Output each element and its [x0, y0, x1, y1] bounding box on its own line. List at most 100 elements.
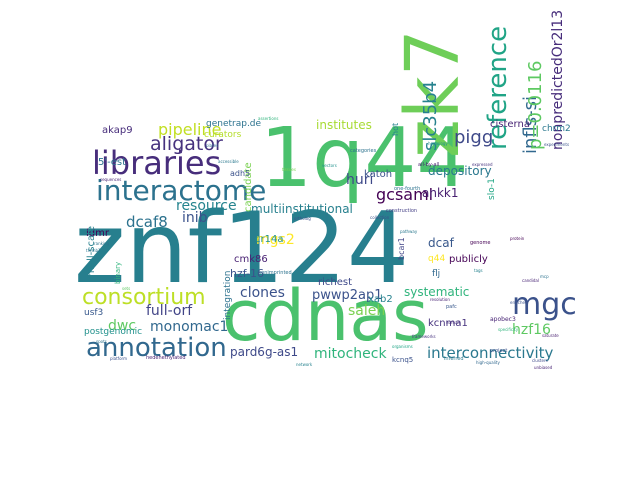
- cloud-word: cdnas: [222, 275, 429, 357]
- cloud-word: mcp: [540, 274, 549, 279]
- cloud-word: mgc: [512, 287, 577, 322]
- cloud-word: project: [490, 348, 507, 354]
- cloud-word: publicly: [449, 254, 488, 265]
- cloud-word: enriched: [510, 300, 528, 305]
- cloud-word: human: [446, 320, 460, 325]
- cloud-word: systematic: [404, 285, 469, 299]
- cloud-word: multiinstitutional: [251, 202, 353, 216]
- cloud-word: zk7: [390, 29, 476, 158]
- cloud-word: dcaf: [428, 236, 455, 250]
- cloud-word: 1q44: [260, 111, 469, 206]
- cloud-word: nonimprinted: [258, 270, 292, 276]
- cloud-word: unbiased: [534, 365, 553, 370]
- cloud-word: inib: [182, 210, 208, 226]
- cloud-word: sets: [122, 286, 130, 291]
- cloud-word: dwc: [108, 318, 136, 334]
- cloud-word: gcsaml: [376, 185, 433, 204]
- cloud-word: consortium: [82, 285, 206, 310]
- cloud-word: richest: [318, 277, 352, 288]
- cloud-word: katoh: [364, 169, 392, 180]
- cloud-word: hzf16: [512, 322, 551, 338]
- cloud-word: chrm2: [542, 124, 571, 134]
- cloud-word: mitocheck: [314, 346, 387, 362]
- cloud-word: usf3: [84, 308, 103, 318]
- cloud-word: ranking: [94, 241, 110, 246]
- cloud-word: saleh: [348, 303, 385, 319]
- cloud-word: bcar1: [397, 237, 406, 260]
- cloud-word: institutes: [316, 118, 372, 132]
- cloud-word: akap9: [102, 125, 133, 136]
- cloud-word: interconnectivity: [427, 344, 554, 362]
- cloud-word: apobec3: [490, 316, 516, 323]
- cloud-word: one-fourth: [394, 186, 420, 192]
- cloud-word: sequences: [100, 177, 121, 182]
- cloud-word: libraries: [92, 144, 221, 182]
- cloud-word: adh5: [230, 169, 250, 178]
- cloud-word: depository: [428, 164, 492, 178]
- cloud-word: pipeline: [158, 120, 221, 139]
- cloud-word: integration: [223, 271, 233, 320]
- cloud-word: reference: [483, 26, 513, 150]
- cloud-word: tremb1: [86, 248, 101, 253]
- cloud-word: homology: [428, 141, 448, 146]
- cloud-word: kcnma1: [428, 318, 468, 329]
- cloud-word: znf124: [74, 192, 409, 306]
- cloud-word: platform: [110, 356, 127, 361]
- cloud-word: inferred: [444, 356, 464, 362]
- cloud-word: plates: [206, 143, 218, 148]
- cloud-word: high-quality: [476, 360, 500, 365]
- cloud-word: expressed: [472, 162, 493, 167]
- cloud-word: collection: [370, 215, 390, 220]
- cloud-word: hot: [391, 123, 400, 136]
- cloud-word: experiments: [544, 142, 569, 147]
- cloud-word: all-by-all: [418, 162, 439, 168]
- cloud-word: genome: [470, 240, 490, 246]
- cloud-word: specificity: [498, 327, 519, 332]
- cloud-word: cmk86: [234, 254, 268, 265]
- cloud-word: construction: [386, 208, 417, 214]
- cloud-word: aligator: [150, 133, 223, 155]
- cloud-word: flj: [432, 269, 440, 279]
- cloud-word: network: [296, 362, 313, 367]
- cloud-word: pathway: [400, 229, 418, 234]
- cloud-word: xab2: [368, 294, 393, 305]
- cloud-word: small-scale: [86, 226, 97, 282]
- cloud-word: pigg: [454, 127, 493, 148]
- cloud-word: q44: [428, 254, 445, 264]
- cloud-word: vectors: [322, 163, 337, 168]
- cloud-word: pafc: [446, 304, 457, 310]
- cloud-word: p=0.0116: [525, 61, 546, 151]
- cloud-word: pard6g-as1: [230, 345, 298, 359]
- cloud-word: clones: [240, 285, 285, 301]
- cloud-word: pwwp2ap1: [312, 288, 383, 303]
- cloud-word: ankk1: [422, 186, 459, 200]
- cloud-word: monomac1: [150, 319, 228, 335]
- cloud-word: annotation: [86, 333, 227, 363]
- cloud-word: 5'-est: [98, 157, 126, 168]
- cloud-word: infls-si: [520, 96, 541, 154]
- cloud-word: categories: [350, 148, 377, 154]
- cloud-word: curators: [204, 130, 242, 140]
- cloud-word: resolution: [430, 297, 450, 302]
- cloud-word: accessible: [218, 159, 239, 164]
- cloud-word: interactome: [96, 174, 266, 207]
- cloud-word: cisterna: [490, 119, 530, 130]
- cloud-word: huri: [346, 172, 373, 188]
- cloud-word: slo-1: [487, 178, 497, 200]
- cloud-word: postgenomic: [84, 327, 142, 337]
- cloud-word: clusters: [532, 358, 548, 363]
- cloud-word: cdna: [324, 212, 329, 222]
- cloud-word: saturate: [542, 333, 559, 338]
- cloud-word: tags: [474, 268, 483, 273]
- cloud-word: spots: [96, 339, 107, 344]
- cloud-word: candidal: [522, 278, 539, 283]
- cloud-word: cr14a: [255, 234, 283, 245]
- cloud-word: genetrap.de: [206, 119, 262, 129]
- cloud-word: assertions: [258, 116, 278, 121]
- cloud-word: resource: [176, 198, 237, 214]
- cloud-word: hedehethylated: [146, 355, 186, 361]
- cloud-word: binary: [114, 262, 122, 284]
- cloud-word: full-orf: [146, 303, 193, 319]
- cloud-word: mgs2: [256, 232, 295, 248]
